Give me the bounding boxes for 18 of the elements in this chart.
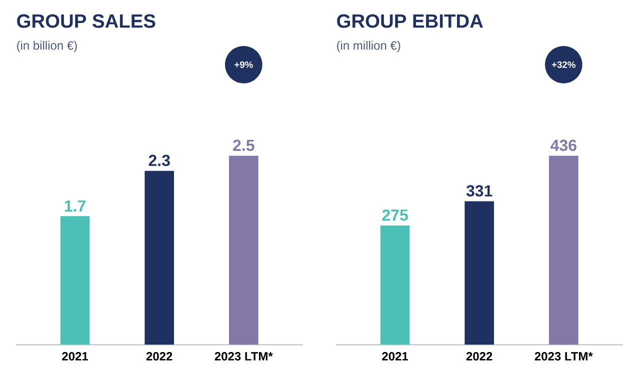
- x-tick-label: 2021: [62, 352, 88, 361]
- chart-title: GROUP EBITDA: [337, 14, 483, 28]
- chart-subtitle: (in million €): [337, 40, 400, 52]
- x-tick-label: 2023 LTM*: [534, 352, 593, 361]
- data-label: 436: [550, 140, 576, 152]
- chart-subtitle: (in billion €): [17, 40, 77, 52]
- data-label: 331: [466, 185, 492, 197]
- x-tick-label: 2023 LTM*: [214, 352, 273, 361]
- text: +9%: [234, 61, 253, 68]
- text: +32%: [552, 61, 576, 68]
- x-tick-label: 2022: [146, 352, 172, 361]
- data-label: 275: [382, 209, 408, 221]
- x-tick-label: 2021: [382, 352, 408, 361]
- chart-title: GROUP SALES: [17, 14, 156, 28]
- data-label: 1.7: [64, 200, 86, 212]
- x-tick-label: 2022: [466, 352, 492, 361]
- data-label: 2.3: [148, 154, 170, 166]
- data-label: 2.5: [233, 140, 254, 151]
